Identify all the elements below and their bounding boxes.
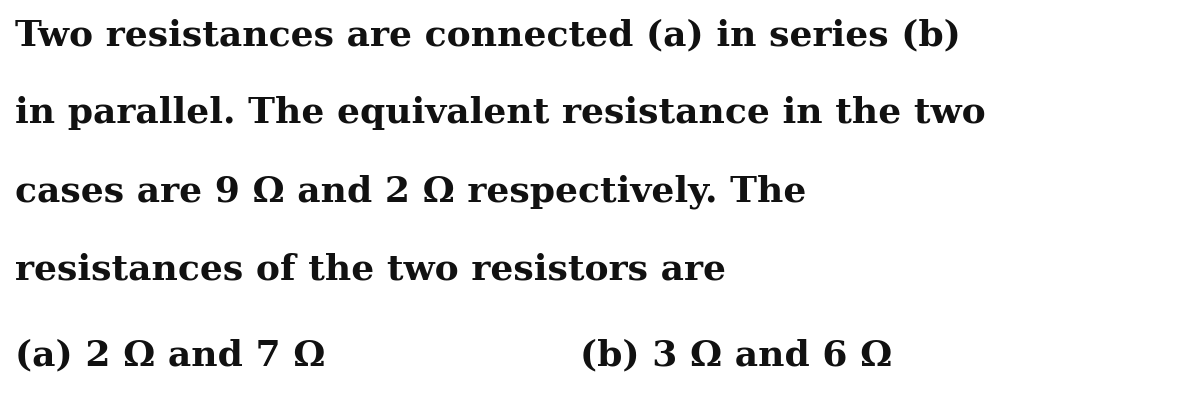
Text: Two resistances are connected (a) in series (b): Two resistances are connected (a) in ser…: [14, 18, 961, 52]
Text: resistances of the two resistors are: resistances of the two resistors are: [14, 252, 726, 286]
Text: cases are 9 Ω and 2 Ω respectively. The: cases are 9 Ω and 2 Ω respectively. The: [14, 174, 806, 208]
Text: (a) 2 Ω and 7 Ω: (a) 2 Ω and 7 Ω: [14, 338, 325, 372]
Text: in parallel. The equivalent resistance in the two: in parallel. The equivalent resistance i…: [14, 96, 985, 130]
Text: (b) 3 Ω and 6 Ω: (b) 3 Ω and 6 Ω: [580, 338, 893, 372]
